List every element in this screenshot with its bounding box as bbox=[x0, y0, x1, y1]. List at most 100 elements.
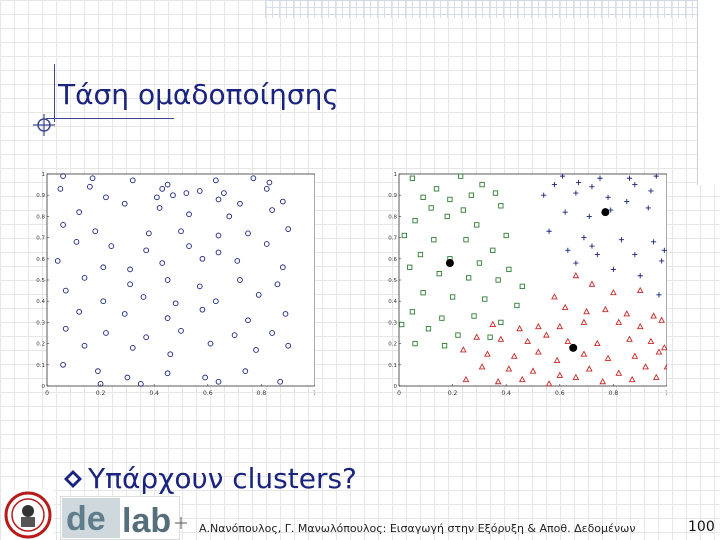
data-point-triangle bbox=[636, 286, 644, 294]
data-point-triangle bbox=[572, 272, 580, 279]
data-point-triangle bbox=[462, 375, 470, 383]
data-point-circle bbox=[242, 368, 249, 375]
data-point-circle bbox=[143, 334, 150, 341]
data-point-square bbox=[428, 205, 434, 211]
data-point-square bbox=[431, 237, 437, 243]
data-point-square bbox=[479, 181, 485, 188]
data-point-triangle bbox=[551, 293, 558, 300]
data-point-circle bbox=[274, 281, 281, 288]
data-point-circle bbox=[108, 243, 115, 249]
data-point-triangle bbox=[524, 337, 531, 344]
data-point-circle bbox=[253, 347, 259, 353]
data-point-square bbox=[463, 237, 469, 243]
x-tick-label: 0.4 bbox=[501, 390, 511, 395]
data-point-square bbox=[476, 260, 483, 266]
y-tick-label: 0.1 bbox=[388, 363, 397, 369]
x-tick-label: 0 bbox=[45, 390, 49, 395]
page-number: 100 bbox=[688, 519, 715, 535]
data-point-centroid bbox=[569, 343, 578, 352]
data-point-triangle bbox=[484, 350, 491, 357]
scatter-plot-random: 0 0.2 0.4 0.6 0.8 1 0 0.1 0.2 0.3 0.4 0.5 0.6 0.7 0.8 0… bbox=[35, 170, 315, 395]
y-tick-label: 1 bbox=[394, 172, 398, 178]
data-point-circle bbox=[76, 209, 83, 216]
data-point-plus bbox=[648, 188, 654, 194]
data-point-plus bbox=[573, 190, 579, 196]
data-point-circle bbox=[100, 264, 107, 271]
data-point-square bbox=[474, 222, 480, 228]
data-point-circle bbox=[159, 260, 166, 266]
data-point-triangle bbox=[655, 348, 663, 355]
data-point-circle bbox=[269, 207, 275, 213]
data-point-circle bbox=[279, 264, 286, 271]
data-point-circle bbox=[97, 381, 104, 387]
data-point-circle bbox=[221, 190, 227, 196]
plot-area-1 bbox=[398, 173, 667, 387]
data-point-square bbox=[490, 247, 496, 253]
data-point-circle bbox=[202, 374, 208, 381]
data-point-square bbox=[447, 196, 453, 203]
x-tick-label: 0.8 bbox=[609, 390, 619, 395]
data-point-triangle bbox=[642, 363, 649, 370]
data-point-circle bbox=[60, 173, 66, 179]
data-point-circle bbox=[127, 281, 133, 288]
data-point-circle bbox=[277, 378, 284, 385]
top-decorative-band bbox=[265, 0, 720, 18]
data-point-triangle bbox=[650, 312, 657, 319]
data-point-circle bbox=[170, 192, 176, 199]
data-point-square bbox=[495, 277, 501, 283]
data-point-circle bbox=[199, 255, 206, 262]
data-point-circle bbox=[164, 181, 171, 188]
data-point-triangle bbox=[510, 352, 518, 359]
data-point-plus bbox=[651, 239, 657, 245]
footer-crosshair-icon bbox=[175, 517, 187, 529]
data-point-square bbox=[468, 192, 475, 198]
y-tick-label: 0.8 bbox=[388, 214, 397, 220]
bullet-text: Υπάρχουν clusters? bbox=[88, 462, 357, 495]
data-point-circle bbox=[237, 200, 243, 207]
scatter-plot-clustered: 0 0.2 0.4 0.6 0.8 1 0 0.1 0.2 0.3 0.4 0.5 0.6 0.7 0.8 0… bbox=[387, 170, 667, 395]
data-point-circle bbox=[263, 241, 270, 247]
data-point-square bbox=[482, 296, 488, 302]
y-tick-label: 0.5 bbox=[388, 278, 397, 284]
data-point-circle bbox=[285, 226, 292, 232]
data-point-square bbox=[409, 175, 416, 181]
data-point-plus bbox=[637, 273, 643, 279]
data-point-plus bbox=[618, 237, 625, 243]
data-point-square bbox=[399, 321, 405, 328]
x-tick-label: 0.4 bbox=[149, 390, 159, 395]
data-point-circle bbox=[207, 340, 214, 347]
data-point-square bbox=[471, 313, 477, 319]
data-point-circle bbox=[196, 188, 203, 194]
data-point-circle bbox=[62, 287, 69, 294]
data-point-circle bbox=[95, 368, 101, 375]
x-tick-label: 0.2 bbox=[448, 390, 458, 395]
data-point-triangle bbox=[585, 365, 593, 372]
data-point-centroid bbox=[445, 259, 454, 268]
data-point-circle bbox=[60, 361, 66, 368]
data-point-triangle bbox=[572, 373, 580, 380]
data-point-square bbox=[409, 309, 416, 315]
data-point-triangle bbox=[663, 363, 667, 370]
data-point-circle bbox=[89, 175, 96, 182]
data-point-plus bbox=[559, 173, 566, 179]
plot-area-0 bbox=[46, 173, 315, 387]
slide-title: Τάση ομαδοποίησης bbox=[58, 78, 339, 111]
data-point-circle bbox=[140, 294, 147, 300]
data-point-circle bbox=[178, 328, 184, 334]
data-point-circle bbox=[266, 179, 273, 186]
data-point-square bbox=[519, 283, 525, 290]
data-point-triangle bbox=[658, 316, 665, 323]
data-point-triangle bbox=[556, 322, 564, 330]
data-point-triangle bbox=[529, 367, 537, 374]
y-tick-label: 0.4 bbox=[36, 299, 45, 305]
x-tick-label: 0 bbox=[397, 390, 401, 395]
data-point-circle bbox=[121, 311, 128, 317]
data-point-square bbox=[401, 232, 408, 239]
data-point-triangle bbox=[628, 375, 636, 383]
data-point-square bbox=[425, 326, 432, 332]
data-point-circle bbox=[263, 185, 270, 192]
data-point-square bbox=[449, 294, 456, 300]
data-point-square bbox=[487, 334, 493, 340]
data-point-triangle bbox=[631, 352, 639, 359]
data-point-circle bbox=[145, 230, 152, 237]
